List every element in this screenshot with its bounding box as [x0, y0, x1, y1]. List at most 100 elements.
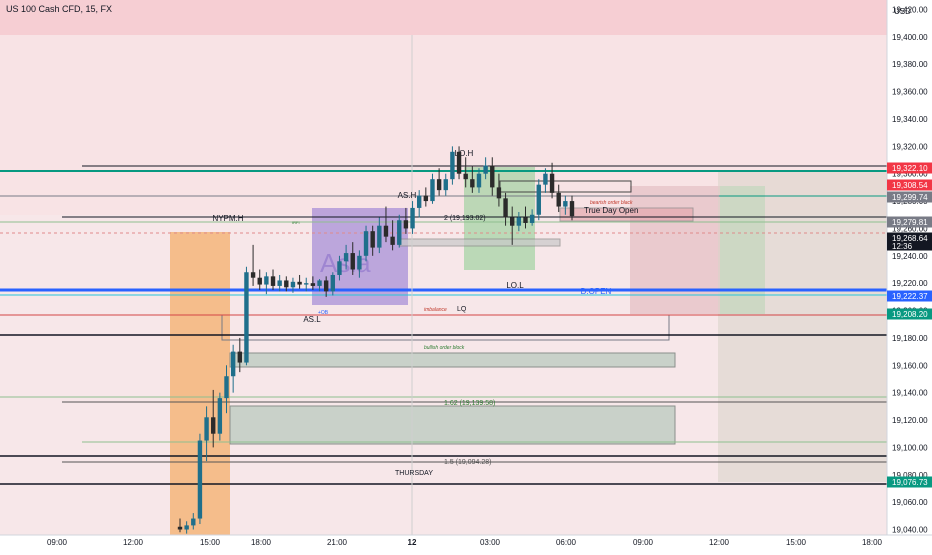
- y-tick-label: 19,140.00: [892, 389, 928, 398]
- candle-body: [569, 201, 575, 217]
- y-tick-label: 19,340.00: [892, 115, 928, 124]
- annotations: LO.H AS.H NYPM.H AS.L LO.L D.OPEN True Day Ope…: [212, 149, 638, 477]
- candle-body: [416, 195, 422, 208]
- candle-body: [197, 440, 203, 519]
- candle-body: [270, 276, 276, 286]
- candle-body: [490, 165, 495, 188]
- candle-body: [237, 351, 242, 363]
- y-tick-label: 19,420.00: [892, 6, 928, 15]
- x-tick-label: 12:00: [709, 538, 730, 547]
- candle-body: [317, 280, 322, 286]
- price-tag-label: 19,308.54: [892, 181, 928, 190]
- candle-body: [250, 272, 256, 278]
- candle-body: [290, 281, 296, 288]
- candle-body: [549, 173, 555, 193]
- candle-body: [470, 179, 475, 188]
- candle-body: [503, 198, 508, 218]
- candle-body: [224, 376, 229, 399]
- price-tag-bg: [887, 191, 932, 203]
- candle-body: [277, 280, 282, 286]
- annotation-label: 1.5 (19,094.28): [444, 459, 491, 466]
- annotation-label: True Day Open: [584, 206, 638, 215]
- candle-body: [456, 151, 462, 174]
- ob-box-1: [499, 180, 632, 193]
- x-tick-label: 09:00: [47, 538, 68, 547]
- x-tick-label: 18:00: [251, 538, 272, 547]
- price-tag-label: 19,279.81: [892, 218, 928, 227]
- candle-body: [304, 283, 309, 285]
- annotation-label: NYPM.H: [212, 214, 243, 223]
- y-tick-label: 19,160.00: [892, 361, 928, 370]
- candle-body: [370, 231, 375, 248]
- candle-body: [510, 217, 515, 226]
- price-tag-bg: [887, 308, 932, 320]
- candle-body: [211, 417, 216, 434]
- y-tick-label: 19,180.00: [892, 334, 928, 343]
- y-tick-label: 19,040.00: [892, 526, 928, 535]
- candle-body: [410, 207, 415, 229]
- candle-body: [310, 283, 316, 286]
- annotation-label: AS.L: [303, 315, 321, 324]
- price-axis-bg: [887, 0, 932, 535]
- candle-body: [284, 280, 289, 288]
- x-tick-label: 15:00: [200, 538, 221, 547]
- candle-body: [556, 192, 561, 207]
- price-axis: USD 19,040.00 19,060.00 19,080.00 19,100.00…: [886, 0, 932, 550]
- annotation-label: LO.L: [506, 281, 524, 290]
- x-tick-label: 09:00: [633, 538, 654, 547]
- y-tick-label: 19,080.00: [892, 471, 928, 480]
- candle-body: [543, 173, 548, 185]
- candle-body: [496, 187, 502, 199]
- y-tick-label: 19,400.00: [892, 33, 928, 42]
- time-axis-bg: [0, 535, 932, 550]
- annotation-label: LQ: [457, 306, 467, 313]
- annotation-label: bearish order black: [590, 200, 633, 206]
- currency-label: USD: [894, 7, 911, 16]
- candle-body: [357, 255, 362, 270]
- price-tag-bg: [887, 216, 932, 228]
- y-tick-label: 19,100.00: [892, 443, 928, 452]
- candle-body: [343, 253, 349, 262]
- long-target-box: [720, 186, 765, 314]
- y-tick-label: 19,220.00: [892, 279, 928, 288]
- candle-body: [363, 231, 369, 256]
- candle-body: [337, 261, 342, 275]
- x-tick-label: 15:00: [786, 538, 807, 547]
- annotation-label: +OB: [318, 310, 329, 316]
- annotation-label: Asia: [320, 248, 371, 278]
- y-tick-label: 19,120.00: [892, 416, 928, 425]
- price-tag-label: 19,076.73: [892, 478, 928, 487]
- candle-body: [191, 518, 196, 526]
- candle-body: [204, 417, 209, 441]
- annotation-label: THURSDAY: [395, 470, 433, 477]
- annotation-label: LO.H: [455, 149, 474, 158]
- price-tag-bg: [887, 162, 932, 174]
- y-ticks: 19,040.00 19,060.00 19,080.00 19,100.00 19,1…: [892, 6, 928, 535]
- price-tag-bg: [887, 179, 932, 191]
- x-tick-label: 06:00: [556, 538, 577, 547]
- x-tick-label: 12: [408, 538, 417, 547]
- candle-body: [443, 179, 448, 191]
- candle-body: [536, 184, 541, 215]
- candle-body: [297, 281, 302, 285]
- gap-box: [399, 238, 561, 247]
- candle-body: [350, 253, 355, 270]
- candle-body: [563, 201, 568, 207]
- candle-body: [390, 236, 395, 245]
- price-tag-label: 19,222.37: [892, 292, 928, 301]
- candle-body: [430, 179, 435, 202]
- price-tag-bg: [887, 232, 932, 251]
- candle-body: [377, 225, 382, 248]
- candle-body: [244, 272, 249, 363]
- time-axis: 09:00 12:00 15:00 18:00 21:00 12 03:00 06:00 09:…: [0, 534, 932, 550]
- candle-body: [217, 398, 223, 434]
- candle-body: [264, 276, 269, 285]
- candles: [177, 146, 575, 534]
- candle-body: [450, 151, 455, 180]
- bullish-ob-box-2: [229, 352, 676, 368]
- candle-body: [330, 274, 336, 292]
- price-tag-time: 12:36: [892, 242, 913, 251]
- candle-body: [476, 173, 482, 188]
- annotation-label: imbalance: [424, 307, 447, 313]
- premium-zone: [0, 0, 887, 35]
